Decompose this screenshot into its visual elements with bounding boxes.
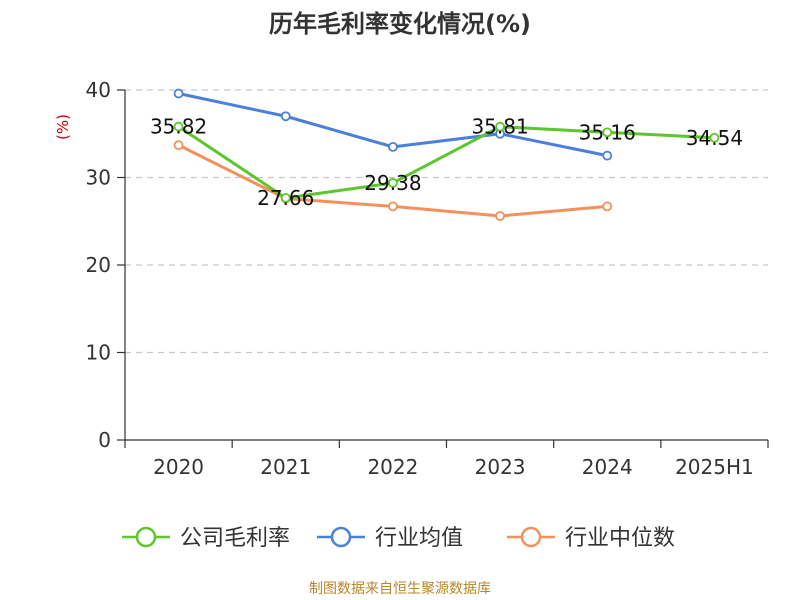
x-tick-label: 2025H1: [675, 455, 754, 479]
data-point: [173, 140, 184, 151]
data-point: [173, 121, 184, 132]
data-point: [495, 211, 505, 221]
y-tick-label: 20: [86, 253, 111, 277]
x-tick-label: 2021: [260, 455, 311, 479]
data-point: [602, 150, 613, 161]
data-label: 35.16: [579, 120, 636, 144]
legend-marker: [330, 526, 352, 548]
x-tick-label: 2020: [153, 455, 204, 479]
legend-label: 行业均值: [375, 526, 463, 551]
y-tick-label: 30: [86, 166, 111, 190]
data-point: [280, 193, 291, 203]
data-point: [602, 201, 613, 212]
data-point: [388, 141, 398, 152]
series-lines: [173, 88, 720, 221]
y-tick-label: 10: [86, 341, 111, 365]
data-label: 35.81: [471, 115, 528, 139]
data-point: [388, 201, 398, 212]
data-point: [388, 178, 398, 188]
data-label: 35.82: [150, 115, 207, 139]
data-label: 27.66: [257, 186, 314, 210]
x-tick-label: 2023: [475, 455, 526, 479]
chart-title: 历年毛利率变化情况(%): [269, 10, 531, 38]
data-label: 29.38: [364, 171, 421, 195]
data-point: [280, 111, 291, 122]
source-note: 制图数据来自恒生聚源数据库: [309, 581, 491, 597]
data-point: [709, 132, 720, 143]
y-axis-label: (%): [54, 114, 72, 140]
series-line-0: [177, 125, 715, 200]
data-point: [173, 88, 184, 99]
y-tick-label: 0: [98, 428, 111, 452]
data-point: [602, 127, 613, 138]
legend-marker: [135, 526, 157, 548]
legend-marker: [520, 526, 542, 548]
x-tick-label: 2022: [367, 455, 418, 479]
data-labels: 35.82 27.66 29.38 35.81 35.16 34.54: [150, 115, 743, 210]
legend-label: 公司毛利率: [180, 526, 290, 551]
data-point: [495, 121, 505, 132]
legend: 公司毛利率 行业均值 行业中位数: [122, 526, 675, 551]
axes: 0 10 20 30 40 2020 2021 2022 2023 2024 2025H1 (%): [54, 78, 769, 479]
legend-label: 行业中位数: [565, 526, 675, 551]
data-label: 34.54: [686, 126, 743, 150]
y-tick-label: 40: [86, 78, 111, 102]
grid-lines: [125, 89, 768, 354]
x-tick-label: 2024: [582, 455, 633, 479]
